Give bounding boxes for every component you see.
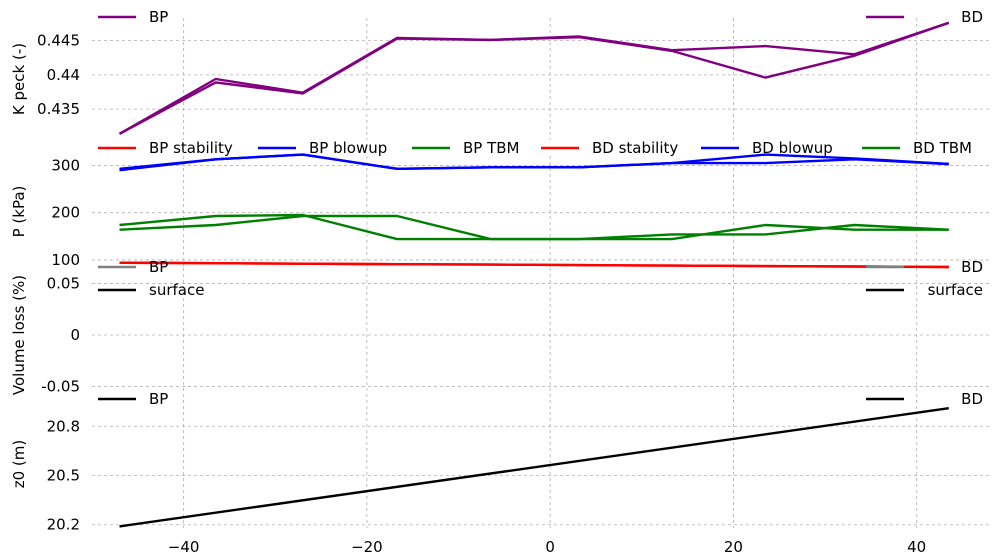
x-tick-label: 0 <box>545 538 555 556</box>
y-axis-label: z0 (m) <box>10 440 28 489</box>
y-tick-label: 0.44 <box>47 66 80 84</box>
legend-label-bd: BD <box>961 390 983 408</box>
legend-label-surface: surface <box>928 281 983 299</box>
series-line-bd-blowup <box>119 153 949 172</box>
legend-label-bp-blowup: BP blowup <box>309 139 387 157</box>
legend-label-bd: BD <box>961 8 983 26</box>
series-line-bd <box>118 21 950 135</box>
y-tick-label: -0.05 <box>41 378 80 396</box>
series-line-bp <box>118 21 950 135</box>
y-axis-label: P (kPa) <box>10 186 28 238</box>
legend-label-bd-stability: BD stability <box>592 139 678 157</box>
series-line-bd-stability <box>119 261 949 269</box>
x-tick-label: 40 <box>907 538 926 556</box>
y-tick-label: 20.2 <box>47 516 80 534</box>
series-line-bd-tbm <box>119 213 949 241</box>
y-axis-label: K peck (-) <box>10 43 28 115</box>
y-tick-label: 0.435 <box>37 100 80 118</box>
y-tick-label: 0 <box>70 326 80 344</box>
legend-label-bd: BD <box>961 258 983 276</box>
legend-label-bd-blowup: BD blowup <box>752 139 833 157</box>
y-tick-label: 0.05 <box>47 274 80 292</box>
y-tick-label: 20.8 <box>47 417 80 435</box>
y-tick-label: 100 <box>51 251 80 269</box>
y-tick-label: 300 <box>51 156 80 174</box>
y-axis-label: Volume loss (%) <box>10 275 28 395</box>
legend-label-bp: BP <box>149 390 168 408</box>
legend-label-bp-stability: BP stability <box>149 139 233 157</box>
y-tick-label: 0.445 <box>37 32 80 50</box>
legend-label-bp: BP <box>149 8 168 26</box>
y-tick-label: 200 <box>51 204 80 222</box>
legend-label-bp: BP <box>149 258 168 276</box>
legend-label-bd-tbm: BD TBM <box>913 139 972 157</box>
x-tick-label: 20 <box>724 538 743 556</box>
legend-label-bp-tbm: BP TBM <box>463 139 520 157</box>
y-tick-label: 20.5 <box>47 466 80 484</box>
x-tick-label: −40 <box>168 538 200 556</box>
legend-label-surface: surface <box>149 281 204 299</box>
x-tick-label: −20 <box>351 538 383 556</box>
series-line-bp <box>119 407 949 528</box>
